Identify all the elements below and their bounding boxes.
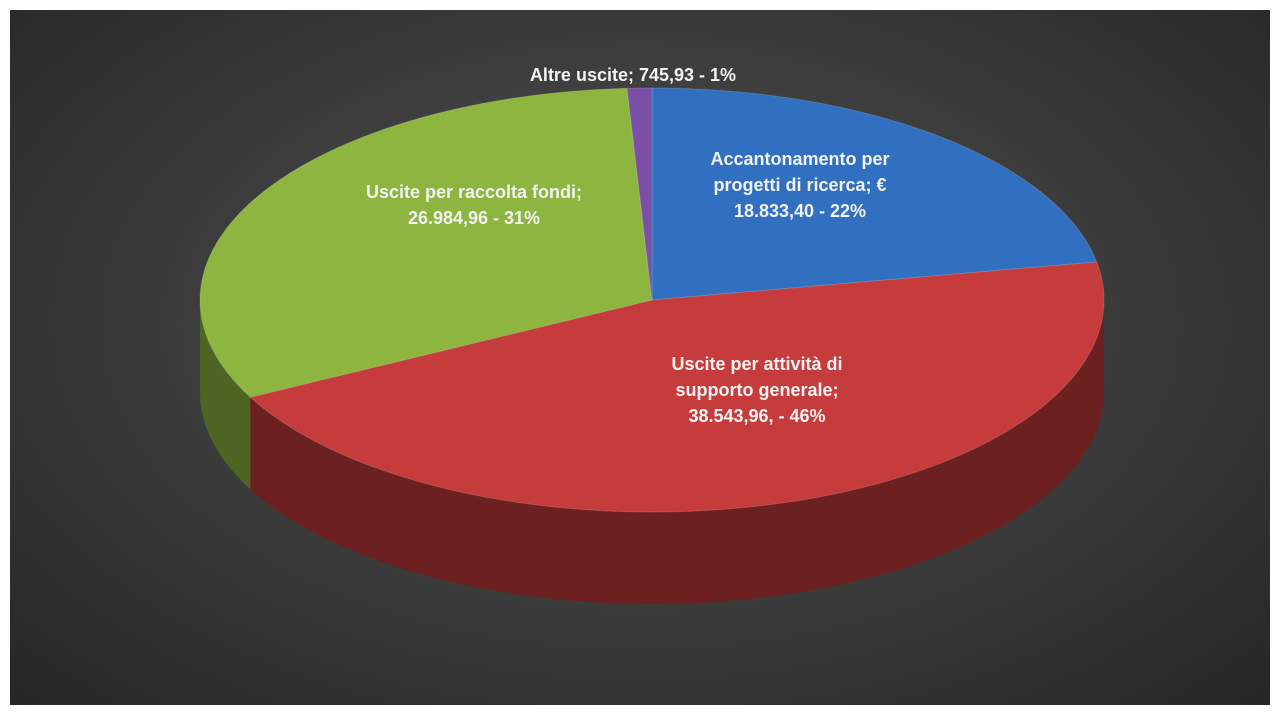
data-label: Uscite per attività di supporto generale… [671, 354, 843, 426]
slice [651, 87, 1098, 301]
slice [199, 87, 653, 398]
slice [626, 87, 653, 301]
data-label: Altre uscite; 745,93 - 1% [529, 65, 737, 85]
data-label: Accantonamento per progetti di ricerca; … [710, 149, 890, 221]
data-label: Uscite per raccolta fondi; 26.984,96 - 3… [365, 182, 583, 228]
slice-side [200, 301, 251, 490]
slice-side [250, 301, 1105, 604]
slice [249, 261, 1105, 513]
